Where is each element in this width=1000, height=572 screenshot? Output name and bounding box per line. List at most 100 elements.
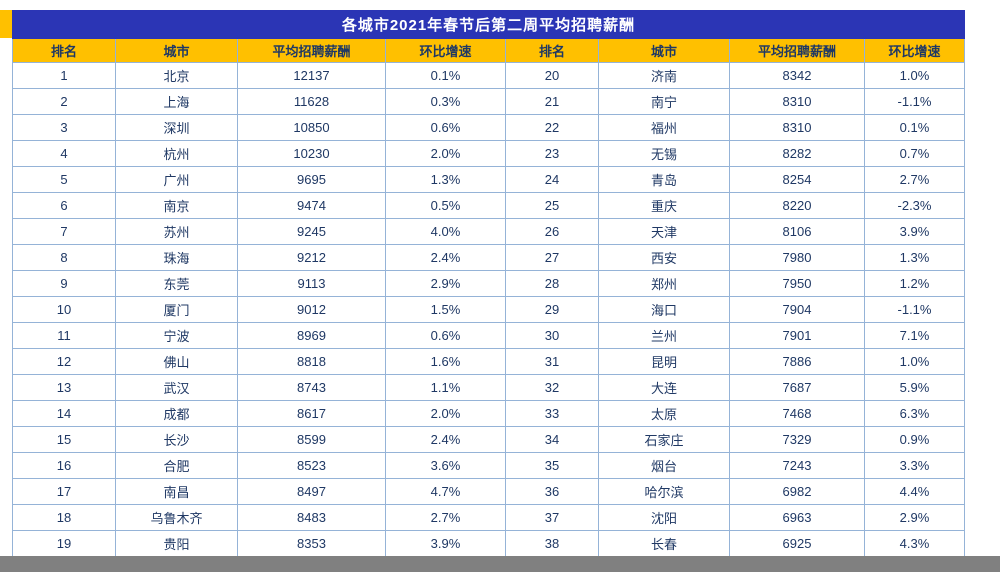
table-cell: 2.7% <box>864 166 965 193</box>
table-cell: 22 <box>505 114 599 141</box>
table-cell: 郑州 <box>598 270 730 297</box>
table-cell: 10 <box>12 296 116 323</box>
table-cell: 13 <box>12 374 116 401</box>
table-cell: 7950 <box>729 270 865 297</box>
table-cell: 南宁 <box>598 88 730 115</box>
table-cell: 合肥 <box>115 452 238 479</box>
table-cell: 11 <box>12 322 116 349</box>
table-cell: 27 <box>505 244 599 271</box>
table-row: 18 乌鲁木齐 8483 2.7% 37 沈阳 6963 2.9% <box>12 504 965 531</box>
table-cell: 29 <box>505 296 599 323</box>
table-cell: 4.4% <box>864 478 965 505</box>
table-cell: 沈阳 <box>598 504 730 531</box>
table-cell: 珠海 <box>115 244 238 271</box>
table-cell: 2.0% <box>385 140 506 167</box>
table-cell: 2.4% <box>385 244 506 271</box>
table-cell: 1.3% <box>385 166 506 193</box>
table-cell: 18 <box>12 504 116 531</box>
table-cell: 33 <box>505 400 599 427</box>
table-cell: 4.7% <box>385 478 506 505</box>
table-cell: 28 <box>505 270 599 297</box>
table-cell: 成都 <box>115 400 238 427</box>
table-row: 7 苏州 9245 4.0% 26 天津 8106 3.9% <box>12 218 965 245</box>
table-cell: 2.4% <box>385 426 506 453</box>
table-cell: 8353 <box>237 530 386 557</box>
table-cell: 6963 <box>729 504 865 531</box>
table-cell: 31 <box>505 348 599 375</box>
table-title: 各城市2021年春节后第二周平均招聘薪酬 <box>12 10 965 39</box>
table-cell: 17 <box>12 478 116 505</box>
table-cell: 0.5% <box>385 192 506 219</box>
table-cell: 14 <box>12 400 116 427</box>
table-cell: 7468 <box>729 400 865 427</box>
header-cell: 平均招聘薪酬 <box>237 38 386 63</box>
header-cell: 环比增速 <box>864 38 965 63</box>
table-cell: 8818 <box>237 348 386 375</box>
table-row: 19 贵阳 8353 3.9% 38 长春 6925 4.3% <box>12 530 965 557</box>
table-cell: 9212 <box>237 244 386 271</box>
table-cell: 7.1% <box>864 322 965 349</box>
table-row: 14 成都 8617 2.0% 33 太原 7468 6.3% <box>12 400 965 427</box>
table-cell: 1.5% <box>385 296 506 323</box>
table-cell: 重庆 <box>598 192 730 219</box>
table-cell: 12 <box>12 348 116 375</box>
table-cell: 昆明 <box>598 348 730 375</box>
table-cell: 南昌 <box>115 478 238 505</box>
table-cell: 4.0% <box>385 218 506 245</box>
table-cell: 34 <box>505 426 599 453</box>
table-cell: 上海 <box>115 88 238 115</box>
table-row: 12 佛山 8818 1.6% 31 昆明 7886 1.0% <box>12 348 965 375</box>
table-cell: 福州 <box>598 114 730 141</box>
table-row: 3 深圳 10850 0.6% 22 福州 8310 0.1% <box>12 114 965 141</box>
table-cell: 6982 <box>729 478 865 505</box>
table-cell: 4 <box>12 140 116 167</box>
table-cell: 1.0% <box>864 348 965 375</box>
table-cell: 8599 <box>237 426 386 453</box>
table-cell: 8743 <box>237 374 386 401</box>
header-cell: 环比增速 <box>385 38 506 63</box>
table-cell: 0.3% <box>385 88 506 115</box>
table-row: 13 武汉 8743 1.1% 32 大连 7687 5.9% <box>12 374 965 401</box>
left-gutter <box>0 10 12 38</box>
table-cell: 0.6% <box>385 114 506 141</box>
table-cell: 太原 <box>598 400 730 427</box>
table-cell: 0.9% <box>864 426 965 453</box>
table-cell: 天津 <box>598 218 730 245</box>
table-cell: 北京 <box>115 62 238 89</box>
table-cell: 0.1% <box>864 114 965 141</box>
table-cell: 8 <box>12 244 116 271</box>
table-cell: 20 <box>505 62 599 89</box>
table-header-row: 排名 城市 平均招聘薪酬 环比增速 排名 城市 平均招聘薪酬 环比增速 <box>12 38 965 63</box>
table-cell: 9245 <box>237 218 386 245</box>
table-cell: 8342 <box>729 62 865 89</box>
table-cell: 广州 <box>115 166 238 193</box>
table-cell: 深圳 <box>115 114 238 141</box>
table-cell: 36 <box>505 478 599 505</box>
table-cell: 兰州 <box>598 322 730 349</box>
table-cell: 7329 <box>729 426 865 453</box>
table-cell: 武汉 <box>115 374 238 401</box>
table-cell: 烟台 <box>598 452 730 479</box>
table-cell: 7904 <box>729 296 865 323</box>
table-cell: 8310 <box>729 88 865 115</box>
table-cell: 2.7% <box>385 504 506 531</box>
table-title-row: 各城市2021年春节后第二周平均招聘薪酬 <box>12 10 965 39</box>
table-cell: 青岛 <box>598 166 730 193</box>
table-cell: 0.1% <box>385 62 506 89</box>
table-cell: 厦门 <box>115 296 238 323</box>
header-cell: 城市 <box>598 38 730 63</box>
table-row: 10 厦门 9012 1.5% 29 海口 7904 -1.1% <box>12 296 965 323</box>
table-cell: 5 <box>12 166 116 193</box>
table-cell: 10850 <box>237 114 386 141</box>
header-cell: 排名 <box>12 38 116 63</box>
table-row: 8 珠海 9212 2.4% 27 西安 7980 1.3% <box>12 244 965 271</box>
table-cell: 2.9% <box>385 270 506 297</box>
table-cell: 海口 <box>598 296 730 323</box>
table-cell: 25 <box>505 192 599 219</box>
table-cell: 8969 <box>237 322 386 349</box>
table-cell: 5.9% <box>864 374 965 401</box>
table-cell: 12137 <box>237 62 386 89</box>
table-cell: 3.3% <box>864 452 965 479</box>
spreadsheet-area: 各城市2021年春节后第二周平均招聘薪酬 排名 城市 平均招聘薪酬 环比增速 排名 城市平… <box>0 10 1000 557</box>
table-cell: 7 <box>12 218 116 245</box>
